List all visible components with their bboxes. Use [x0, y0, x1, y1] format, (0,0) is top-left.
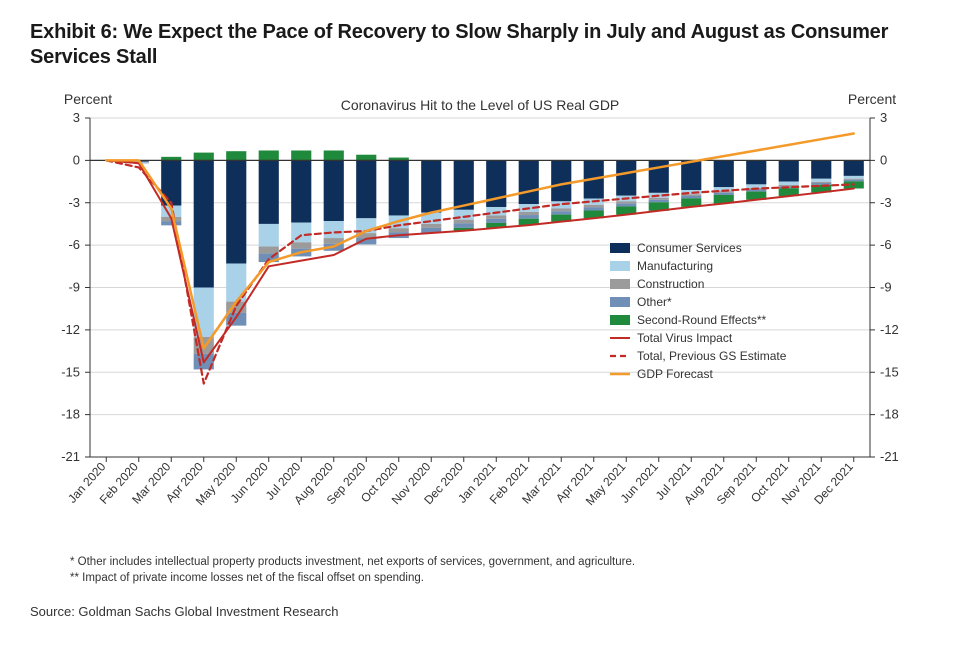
bar-consumer_services — [324, 160, 344, 221]
bar-other — [519, 215, 539, 219]
bar-other — [486, 219, 506, 223]
bar-consumer_services — [421, 160, 441, 212]
bar-consumer_services — [616, 160, 636, 195]
svg-text:-15: -15 — [61, 364, 80, 379]
bar-other — [746, 189, 766, 191]
bar-manufacturing — [779, 182, 799, 185]
bar-construction — [616, 201, 636, 203]
bar-second_round — [356, 155, 376, 161]
bar-construction — [519, 212, 539, 215]
svg-text:-12: -12 — [880, 322, 899, 337]
source-line: Source: Goldman Sachs Global Investment … — [30, 604, 930, 619]
bar-other — [551, 211, 571, 214]
bar-consumer_services — [551, 160, 571, 201]
legend-label: Total, Previous GS Estimate — [637, 349, 787, 363]
legend-label: Other* — [637, 295, 672, 309]
legend-label: Consumer Services — [637, 241, 742, 255]
legend-label: GDP Forecast — [637, 367, 713, 381]
bar-construction — [259, 247, 279, 254]
bar-second_round — [226, 151, 246, 160]
svg-text:-18: -18 — [880, 407, 899, 422]
bar-construction — [454, 220, 474, 224]
svg-text:3: 3 — [73, 110, 80, 125]
bar-construction — [811, 182, 831, 183]
bar-manufacturing — [259, 224, 279, 247]
bar-second_round — [259, 150, 279, 160]
footnote-2: ** Impact of private income losses net o… — [70, 571, 930, 587]
legend-label: Manufacturing — [637, 259, 713, 273]
y-label-right: Percent — [848, 91, 896, 107]
bar-construction — [649, 198, 669, 200]
footnote-1: * Other includes intellectual property p… — [70, 555, 930, 571]
bar-other — [649, 200, 669, 203]
legend-label: Total Virus Impact — [637, 331, 733, 345]
legend-swatch — [610, 243, 630, 253]
svg-text:3: 3 — [880, 110, 887, 125]
svg-text:-21: -21 — [61, 449, 80, 464]
bar-manufacturing — [291, 223, 311, 243]
bar-other — [584, 207, 604, 210]
bar-manufacturing — [844, 176, 864, 179]
chart-container: 3 3 0 0 -3 -3 -6 -6 -9 -9 -12 -12 -15 -15 -18 -18 -21 -21… — [30, 82, 930, 547]
svg-text:0: 0 — [880, 152, 887, 167]
bar-consumer_services — [226, 160, 246, 263]
bar-manufacturing — [324, 221, 344, 238]
svg-text:-6: -6 — [68, 237, 80, 252]
svg-text:-12: -12 — [61, 322, 80, 337]
bar-consumer_services — [389, 160, 409, 215]
bar-other — [844, 180, 864, 182]
bar-consumer_services — [291, 160, 311, 222]
bar-consumer_services — [714, 160, 734, 187]
exhibit-title: Exhibit 6: We Expect the Pace of Recover… — [30, 20, 930, 70]
bar-manufacturing — [811, 179, 831, 182]
bar-consumer_services — [681, 160, 701, 190]
legend-swatch — [610, 279, 630, 289]
bar-consumer_services — [454, 160, 474, 209]
svg-text:0: 0 — [73, 152, 80, 167]
bar-second_round — [291, 150, 311, 160]
bar-second_round — [324, 150, 344, 160]
svg-text:-21: -21 — [880, 449, 899, 464]
svg-text:-6: -6 — [880, 237, 892, 252]
bar-consumer_services — [259, 160, 279, 224]
legend-swatch — [610, 261, 630, 271]
legend-swatch — [610, 315, 630, 325]
bar-construction — [486, 215, 506, 218]
svg-text:-3: -3 — [68, 195, 80, 210]
svg-text:-18: -18 — [61, 407, 80, 422]
y-label-left: Percent — [64, 91, 112, 107]
bar-consumer_services — [519, 160, 539, 204]
bar-construction — [389, 228, 409, 232]
legend-swatch — [610, 297, 630, 307]
bar-construction — [844, 179, 864, 180]
bar-second_round — [194, 153, 214, 161]
bar-construction — [291, 242, 311, 248]
bar-consumer_services — [194, 160, 214, 287]
legend-label: Construction — [637, 277, 704, 291]
bar-other — [681, 196, 701, 198]
svg-text:-3: -3 — [880, 195, 892, 210]
bar-other — [616, 204, 636, 207]
bar-other — [714, 193, 734, 195]
svg-text:-9: -9 — [880, 280, 892, 295]
bar-consumer_services — [746, 160, 766, 184]
svg-text:-15: -15 — [880, 364, 899, 379]
legend-label: Second-Round Effects** — [637, 313, 767, 327]
chart-subtitle: Coronavirus Hit to the Level of US Real … — [341, 97, 620, 113]
bar-construction — [584, 205, 604, 208]
bar-other — [454, 223, 474, 228]
bar-line-chart: 3 3 0 0 -3 -3 -6 -6 -9 -9 -12 -12 -15 -15 -18 -18 -21 -21… — [30, 82, 930, 547]
bar-consumer_services — [356, 160, 376, 218]
bar-construction — [421, 224, 441, 228]
bar-consumer_services — [811, 160, 831, 178]
bar-consumer_services — [844, 160, 864, 176]
bar-consumer_services — [779, 160, 799, 181]
svg-text:-9: -9 — [68, 280, 80, 295]
bar-construction — [551, 208, 571, 211]
